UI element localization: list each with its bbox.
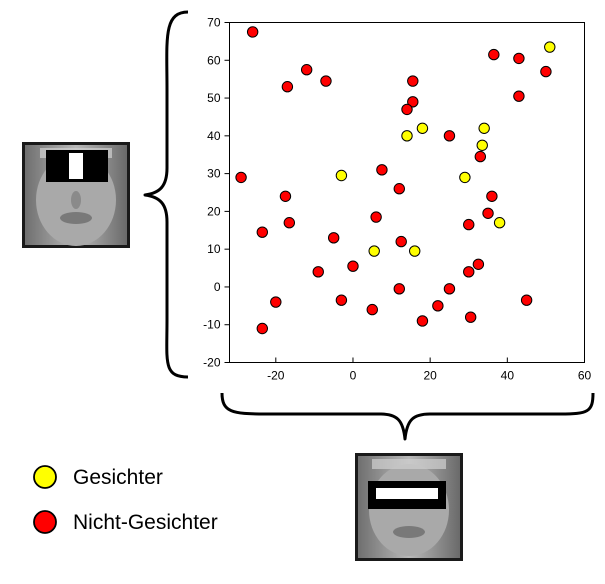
legend-label-nicht-gesichter: Nicht-Gesichter (73, 511, 218, 534)
bottom-brace (220, 392, 595, 441)
point-nicht-gesichter (407, 96, 419, 108)
point-nicht-gesichter (486, 190, 498, 202)
y-tick-label: 10 (207, 242, 221, 256)
y-tick-label: 0 (214, 280, 221, 294)
point-nicht-gesichter (281, 81, 294, 93)
point-gesichter (544, 41, 556, 53)
legend: Gesichter Nicht-Gesichter (33, 465, 218, 534)
x-tick-label: 40 (501, 369, 515, 383)
point-nicht-gesichter (463, 266, 475, 278)
y-tick-label: 60 (207, 53, 221, 67)
point-nicht-gesichter (376, 164, 388, 176)
point-nicht-gesichter (347, 260, 359, 272)
point-nicht-gesichter (256, 226, 268, 238)
point-nicht-gesichter (335, 294, 348, 306)
x-tick-label: 0 (350, 369, 357, 383)
point-nicht-gesichter (300, 64, 313, 76)
point-nicht-gesichter (393, 183, 405, 195)
y-tick-label: 50 (207, 91, 221, 105)
point-gesichter (416, 122, 429, 134)
point-nicht-gesichter (443, 283, 456, 295)
bottom-face-thumbnail (355, 453, 463, 561)
point-nicht-gesichter (246, 26, 259, 38)
point-nicht-gesichter (320, 75, 332, 87)
point-gesichter (401, 130, 413, 142)
x-tick-label: 20 (423, 369, 437, 383)
point-nicht-gesichter (474, 150, 487, 163)
scatter-points (235, 26, 556, 335)
point-nicht-gesichter (283, 217, 296, 229)
y-tick-label: 30 (207, 167, 221, 181)
y-tick-label: -10 (203, 318, 221, 332)
point-nicht-gesichter (540, 65, 552, 78)
point-nicht-gesichter (513, 52, 525, 65)
left-brace (143, 10, 189, 379)
left-face-thumbnail (22, 142, 130, 248)
point-nicht-gesichter (235, 171, 247, 184)
horizontal-haar-feature-icon (368, 481, 446, 509)
legend-label-gesichter: Gesichter (73, 466, 163, 489)
point-nicht-gesichter (395, 235, 407, 248)
point-nicht-gesichter (401, 103, 413, 116)
point-gesichter (476, 139, 488, 151)
vertical-haar-feature-icon (46, 150, 108, 182)
point-nicht-gesichter (472, 258, 485, 270)
point-gesichter (368, 245, 380, 257)
point-gesichter (409, 245, 421, 257)
y-tick-label: 20 (207, 204, 221, 218)
point-gesichter (493, 217, 506, 229)
point-nicht-gesichter (366, 303, 378, 316)
point-nicht-gesichter (488, 48, 500, 61)
point-nicht-gesichter (370, 211, 382, 223)
point-nicht-gesichter (256, 322, 268, 335)
point-nicht-gesichter (520, 294, 533, 306)
x-tick-label: 60 (578, 369, 592, 383)
legend-swatch-nicht-gesichter (33, 510, 57, 534)
point-nicht-gesichter (312, 266, 324, 278)
point-gesichter (478, 122, 490, 134)
y-tick-label: -20 (203, 356, 221, 370)
point-nicht-gesichter (513, 90, 525, 102)
point-nicht-gesichter (416, 315, 429, 327)
legend-swatch-gesichter (33, 465, 57, 489)
point-nicht-gesichter (482, 207, 494, 219)
point-nicht-gesichter (270, 296, 282, 308)
point-gesichter (335, 169, 348, 182)
x-axis: -20 0 20 40 60 (267, 357, 592, 383)
point-nicht-gesichter (463, 218, 475, 231)
point-nicht-gesichter (279, 190, 292, 202)
point-nicht-gesichter (327, 232, 340, 244)
y-tick-label: 40 (207, 129, 221, 143)
point-nicht-gesichter (443, 130, 456, 142)
point-nicht-gesichter (407, 75, 419, 87)
y-tick-label: 70 (207, 16, 221, 30)
point-gesichter (459, 171, 471, 184)
point-nicht-gesichter (464, 311, 477, 323)
point-nicht-gesichter (432, 300, 444, 312)
y-axis: -20 -10 0 10 20 30 40 50 60 70 (203, 16, 230, 370)
x-tick-label: -20 (267, 369, 285, 383)
point-nicht-gesichter (393, 283, 405, 295)
